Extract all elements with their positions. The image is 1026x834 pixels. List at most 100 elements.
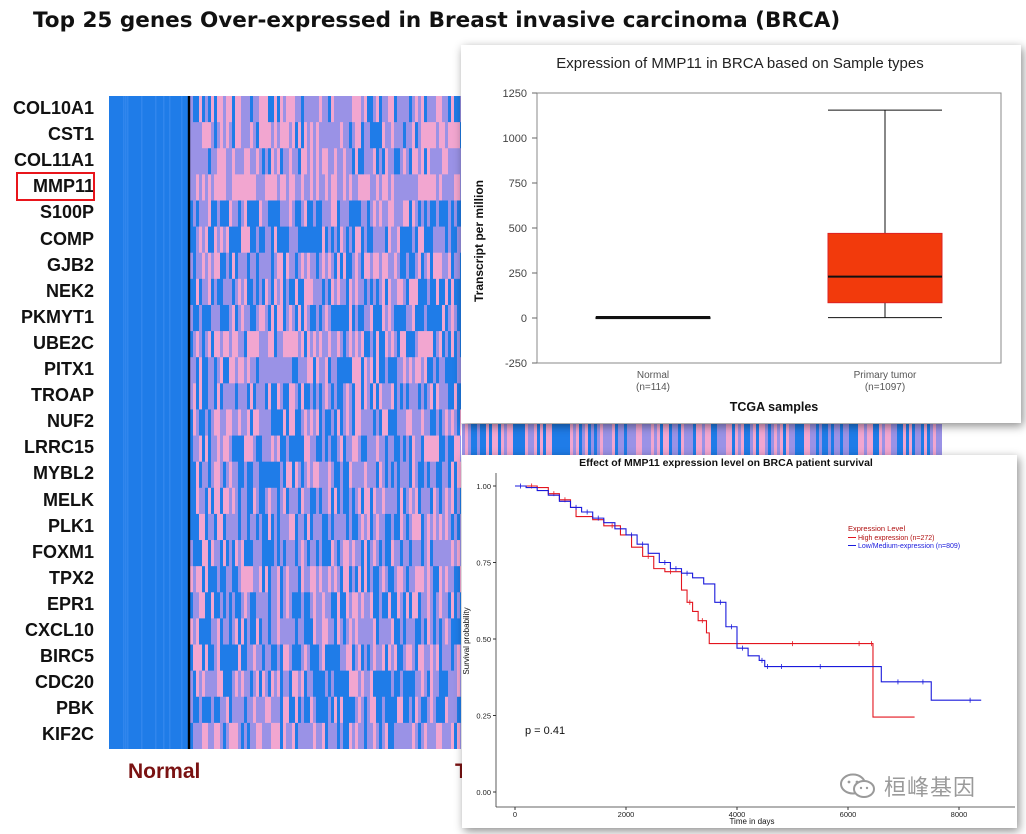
heatmap-cell <box>298 592 301 619</box>
heatmap-cell <box>415 331 418 358</box>
heatmap-cell <box>391 435 394 463</box>
heatmap-cell <box>430 331 433 358</box>
heatmap-cell <box>451 722 454 749</box>
heatmap-cell <box>394 722 397 749</box>
heatmap-cell <box>223 487 226 515</box>
heatmap-cell <box>379 331 382 358</box>
heatmap-cell <box>373 304 376 332</box>
heatmap-cell <box>259 304 262 332</box>
heatmap-cell <box>193 644 196 672</box>
heatmap-cell <box>283 252 286 280</box>
heatmap-cell <box>202 644 205 672</box>
heatmap-cell <box>421 566 424 593</box>
heatmap-cell <box>433 200 436 228</box>
heatmap-cell <box>457 435 460 463</box>
heatmap-cell <box>244 96 247 123</box>
heatmap-cell <box>615 424 618 456</box>
heatmap-cell <box>247 696 250 724</box>
heatmap-cell <box>262 618 265 646</box>
heatmap-cell <box>244 122 247 149</box>
heatmap-cell <box>256 513 259 541</box>
heatmap-cell <box>376 722 379 749</box>
heatmap-cell <box>337 226 340 254</box>
heatmap-cell <box>427 540 430 567</box>
heatmap-stripe <box>125 96 127 749</box>
heatmap-cell <box>457 200 460 228</box>
heatmap-cell <box>280 487 283 515</box>
heatmap-cell <box>334 592 337 619</box>
heatmap-cell <box>385 487 388 515</box>
heatmap-cell <box>400 513 403 541</box>
heatmap-cell <box>382 670 385 698</box>
heatmap-cell <box>448 592 451 619</box>
heatmap-cell <box>418 722 421 749</box>
heatmap-cell <box>220 513 223 541</box>
heatmap-cell <box>409 461 412 489</box>
heatmap-cell <box>208 174 211 201</box>
heatmap-cell <box>382 592 385 619</box>
heatmap-cell <box>253 278 256 306</box>
heatmap-cell <box>211 174 214 201</box>
heatmap-cell <box>427 96 430 123</box>
heatmap-cell <box>421 278 424 306</box>
heatmap-cell <box>205 461 208 489</box>
heatmap-cell <box>289 383 292 410</box>
heatmap-cell <box>394 278 397 306</box>
heatmap-cell <box>858 424 861 456</box>
heatmap-cell <box>217 96 220 123</box>
heatmap-cell <box>199 644 202 672</box>
heatmap-cell <box>331 96 334 123</box>
heatmap-cell <box>196 331 199 358</box>
heatmap-cell <box>307 487 310 515</box>
boxplot-ytick-label: 0 <box>521 313 527 325</box>
heatmap-cell <box>226 357 229 384</box>
heatmap-cell <box>253 226 256 254</box>
heatmap-cell <box>220 592 223 619</box>
heatmap-cell <box>274 331 277 358</box>
boxplot-ytick-label: -250 <box>505 358 527 370</box>
gene-label: CDC20 <box>34 672 94 693</box>
heatmap-cell <box>211 618 214 646</box>
heatmap-cell <box>247 435 250 463</box>
heatmap-cell <box>373 540 376 567</box>
boxplot-frame <box>536 92 1002 364</box>
heatmap-cell <box>454 331 457 358</box>
heatmap-cell <box>343 618 346 646</box>
heatmap-cell <box>295 435 298 463</box>
heatmap-cell <box>427 670 430 698</box>
heatmap-cell <box>376 670 379 698</box>
heatmap-cell <box>415 96 418 123</box>
heatmap-cell <box>250 592 253 619</box>
heatmap-cell <box>391 487 394 515</box>
heatmap-cell <box>364 278 367 306</box>
heatmap-cell <box>283 487 286 515</box>
gene-label: MMP11 <box>32 176 94 197</box>
heatmap-cell <box>211 722 214 749</box>
heatmap-cell <box>376 331 379 358</box>
heatmap-cell <box>334 148 337 175</box>
heatmap-cell <box>346 96 349 123</box>
heatmap-cell <box>259 174 262 201</box>
heatmap-cell <box>217 722 220 749</box>
heatmap-cell <box>283 670 286 698</box>
heatmap-cell <box>415 670 418 698</box>
heatmap-cell <box>244 304 247 332</box>
heatmap-cell <box>193 278 196 306</box>
heatmap-cell <box>208 122 211 149</box>
heatmap-cell <box>280 566 283 593</box>
heatmap-cell <box>430 461 433 489</box>
heatmap-cell <box>322 566 325 593</box>
heatmap-cell <box>385 513 388 541</box>
heatmap-cell <box>678 424 681 456</box>
heatmap-cell <box>397 148 400 175</box>
heatmap-cell <box>304 670 307 698</box>
heatmap-cell <box>448 513 451 541</box>
boxplot-xlabel: TCGA samples <box>730 400 819 414</box>
heatmap-cell <box>666 424 669 456</box>
heatmap-cell <box>681 424 684 456</box>
heatmap-cell <box>208 200 211 228</box>
heatmap-cell <box>262 409 265 437</box>
heatmap-cell <box>244 670 247 698</box>
heatmap-cell <box>313 722 316 749</box>
heatmap-cell <box>370 226 373 254</box>
